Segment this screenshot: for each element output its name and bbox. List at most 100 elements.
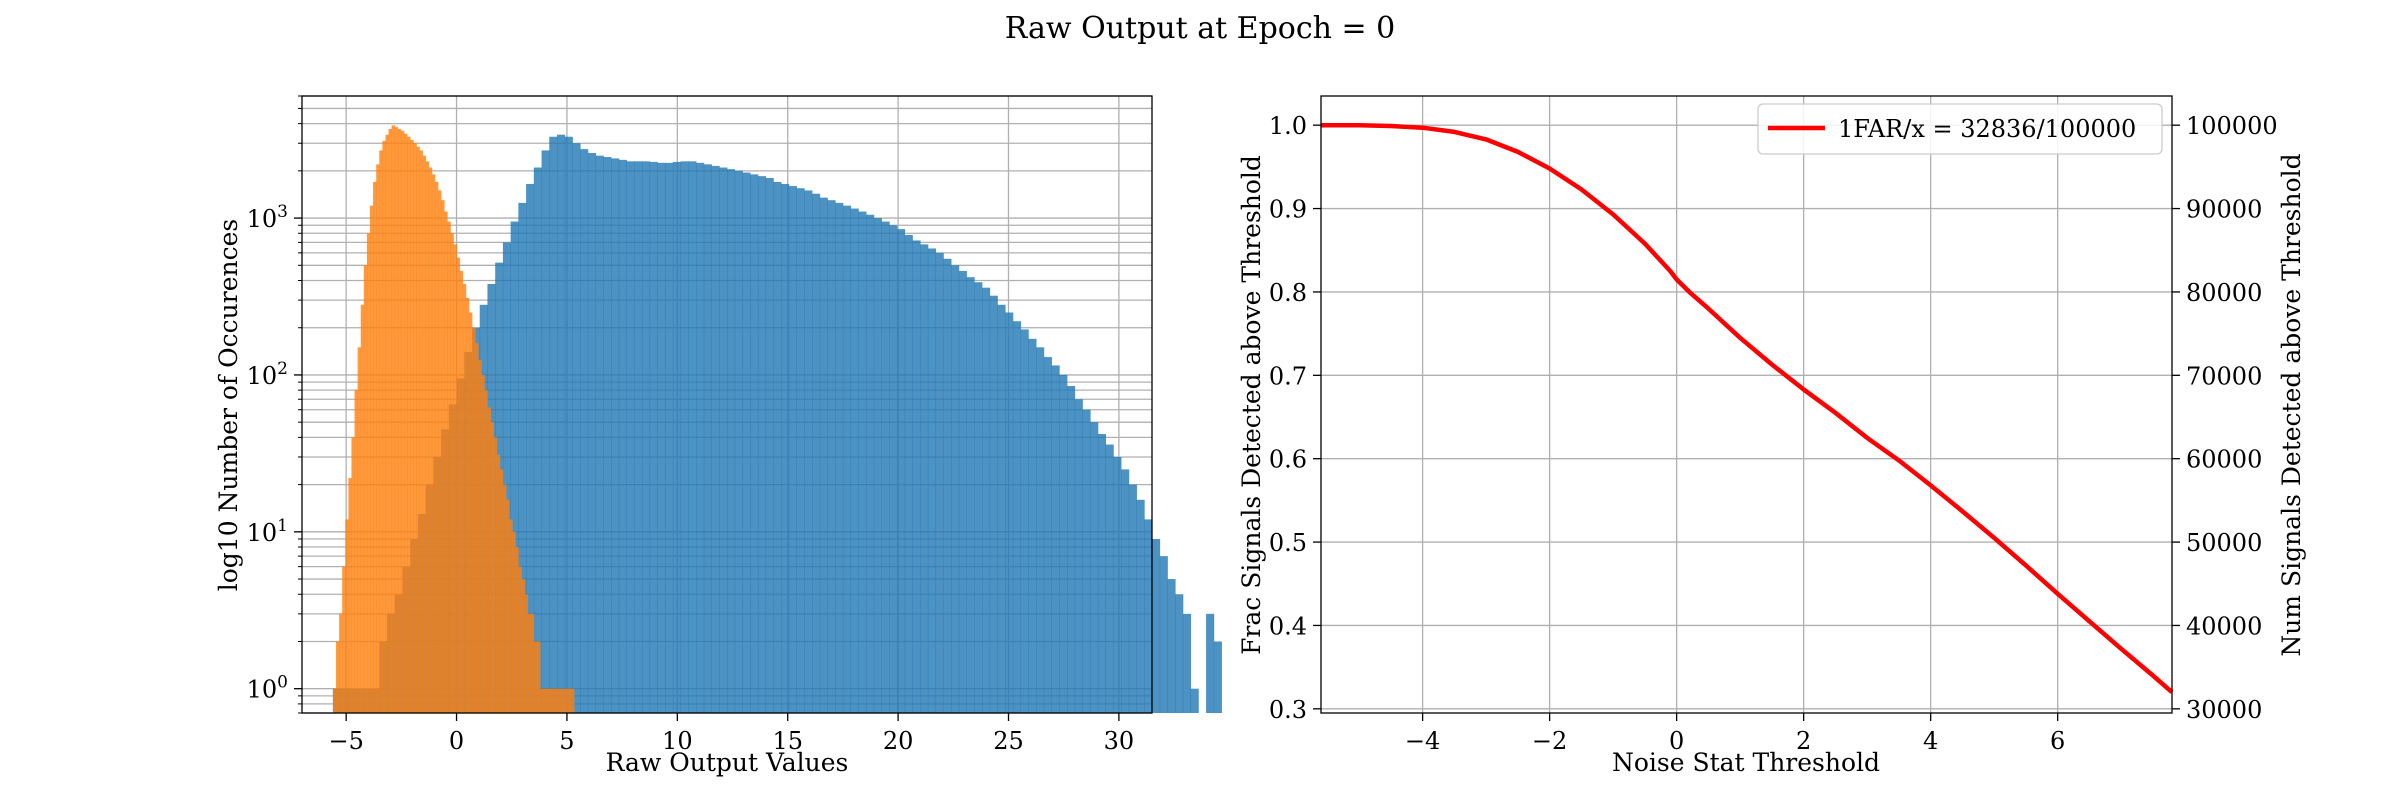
histogram-bar — [727, 169, 736, 713]
histogram-bar — [1213, 641, 1222, 713]
histogram-bar — [487, 407, 491, 713]
histogram-bar — [521, 579, 525, 713]
histogram-bar — [336, 641, 340, 713]
histogram-bars — [332, 125, 1222, 714]
histogram-bar — [354, 390, 359, 713]
histogram-bar — [462, 283, 467, 713]
histogram-bar — [1074, 399, 1083, 713]
histogram-bar — [672, 161, 682, 713]
histogram-bar — [819, 197, 828, 714]
histogram-bar — [696, 162, 705, 713]
histogram-bar — [419, 150, 423, 714]
histogram-bar — [812, 193, 821, 714]
tick-label: 30000 — [2186, 696, 2262, 724]
histogram-bar — [518, 566, 522, 713]
histogram-bar — [1059, 374, 1068, 713]
histogram-bar — [388, 128, 393, 713]
histogram-bar — [1206, 613, 1215, 713]
histogram-bar — [447, 221, 451, 713]
histogram-bar — [580, 149, 589, 714]
histogram-bar — [360, 304, 365, 713]
histogram-bar — [475, 342, 479, 713]
histogram-bar — [1090, 422, 1099, 713]
histogram-bar — [502, 484, 507, 713]
tick-label: 0.7 — [1269, 362, 1307, 390]
series-line — [1321, 122, 2174, 694]
histogram-bar — [873, 218, 882, 713]
histogram-y-axis-label: log10 Number of Occurences — [214, 219, 243, 592]
histogram-bar — [974, 282, 983, 713]
histogram-bar — [742, 172, 751, 713]
tick-label: 4 — [1923, 727, 1938, 755]
histogram-bar — [444, 211, 448, 714]
tick-label: 90000 — [2186, 196, 2262, 224]
histogram-bar — [546, 688, 550, 713]
histogram-bar — [1012, 321, 1022, 713]
histogram-bar — [642, 161, 651, 713]
histogram-bar — [997, 304, 1006, 713]
histogram-bar — [506, 499, 510, 713]
histogram-bar — [904, 235, 913, 713]
tick-label: 6 — [2050, 727, 2065, 755]
detection-curve-grid — [1321, 96, 2172, 713]
tick-label: 5 — [559, 727, 574, 755]
histogram-frame — [301, 95, 1153, 714]
histogram-bar — [1028, 338, 1037, 713]
histogram-bar — [370, 205, 374, 714]
histogram-bar — [634, 161, 643, 713]
histogram-bar — [1136, 499, 1145, 713]
histogram-bar — [781, 183, 790, 713]
detection-curve-frame — [1320, 95, 2173, 714]
histogram-bar — [552, 688, 556, 713]
histogram-bar — [982, 287, 991, 713]
histogram-bar — [410, 139, 414, 714]
histogram-bar — [866, 214, 875, 713]
tick-label: 0.6 — [1269, 446, 1307, 474]
histogram-bar — [570, 688, 575, 713]
histogram-bar — [397, 128, 402, 713]
histogram-bar — [376, 164, 380, 714]
histogram-bar — [773, 181, 782, 713]
histogram-bar — [564, 688, 569, 713]
histogram-bar — [1051, 365, 1060, 713]
detection-curve-series — [1321, 122, 2174, 694]
histogram-bar — [561, 688, 566, 713]
histogram-bar — [407, 136, 411, 713]
histogram-bar — [889, 225, 898, 713]
tick-label: 40000 — [2186, 612, 2262, 640]
histogram-bar — [339, 613, 343, 713]
histogram-bar — [468, 312, 473, 713]
tick-label: 80000 — [2186, 279, 2262, 307]
tick-label: 102 — [247, 359, 288, 390]
histogram-bar — [453, 244, 457, 713]
histogram-bar — [515, 547, 519, 713]
legend-box — [1757, 103, 2163, 155]
histogram-bar — [363, 265, 368, 713]
histogram-bar — [804, 190, 813, 714]
tick-label: −2 — [1532, 727, 1567, 755]
histogram-bar — [385, 134, 389, 713]
tick-label: 70000 — [2186, 362, 2262, 390]
histogram-bar — [680, 161, 689, 713]
histogram-bar — [373, 181, 377, 713]
histogram-bar — [734, 170, 743, 713]
histogram-bar — [459, 270, 464, 713]
histogram-bar — [509, 519, 513, 713]
histogram-bar — [496, 454, 501, 713]
histogram-bar — [1097, 434, 1107, 713]
histogram-bar — [657, 162, 666, 713]
tick-label: 60000 — [2186, 446, 2262, 474]
histogram-bar — [1128, 484, 1137, 713]
histogram-bar — [422, 155, 427, 713]
histogram-bar — [1182, 613, 1192, 713]
histogram-bar — [518, 202, 527, 713]
tick-label: 25 — [993, 727, 1024, 755]
tick-label: 2 — [1796, 727, 1811, 755]
legend: 1FAR/x = 32836/100000 — [1757, 103, 2163, 155]
histogram-bar — [536, 641, 541, 713]
tick-label: 103 — [247, 202, 288, 233]
histogram-bar — [391, 125, 396, 714]
tick-label: 100 — [247, 673, 288, 704]
detection-curve-x-axis-label: Noise Stat Threshold — [1612, 748, 1880, 777]
histogram-bar — [719, 167, 728, 713]
